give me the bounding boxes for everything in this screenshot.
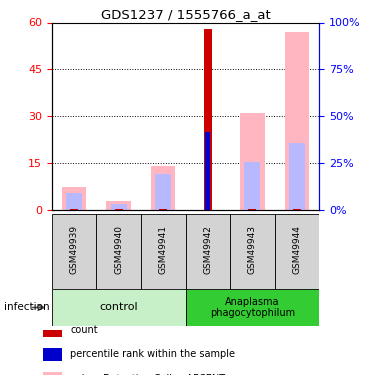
Bar bbox=[115, 209, 123, 210]
Text: GSM49941: GSM49941 bbox=[159, 225, 168, 274]
Text: GSM49939: GSM49939 bbox=[70, 225, 79, 274]
Bar bbox=[159, 209, 167, 210]
Title: GDS1237 / 1555766_a_at: GDS1237 / 1555766_a_at bbox=[101, 8, 270, 21]
Bar bbox=[155, 174, 171, 210]
Bar bbox=[96, 214, 141, 289]
Bar bbox=[275, 214, 319, 289]
Bar bbox=[285, 32, 309, 210]
Text: GSM49943: GSM49943 bbox=[248, 225, 257, 274]
Text: Anaplasma
phagocytophilum: Anaplasma phagocytophilum bbox=[210, 297, 295, 318]
Text: percentile rank within the sample: percentile rank within the sample bbox=[70, 350, 235, 359]
Text: GSM49944: GSM49944 bbox=[292, 225, 301, 274]
Bar bbox=[106, 201, 131, 210]
Text: count: count bbox=[70, 325, 98, 335]
Bar bbox=[43, 348, 62, 361]
Text: GSM49942: GSM49942 bbox=[203, 225, 212, 274]
Bar bbox=[204, 29, 212, 210]
Text: infection: infection bbox=[4, 303, 49, 312]
Text: value, Detection Call = ABSENT: value, Detection Call = ABSENT bbox=[70, 374, 225, 375]
Bar bbox=[52, 289, 186, 326]
Bar bbox=[62, 187, 86, 210]
Bar bbox=[186, 214, 230, 289]
Bar bbox=[52, 214, 96, 289]
Bar bbox=[43, 323, 62, 337]
Text: control: control bbox=[99, 303, 138, 312]
Bar bbox=[289, 143, 305, 210]
Bar bbox=[70, 209, 78, 210]
Bar bbox=[230, 214, 275, 289]
Bar bbox=[111, 204, 127, 210]
Bar bbox=[293, 209, 301, 210]
Bar bbox=[205, 132, 210, 210]
Bar bbox=[43, 372, 62, 375]
Bar bbox=[66, 193, 82, 210]
Bar bbox=[248, 209, 256, 210]
Bar bbox=[186, 289, 319, 326]
Bar bbox=[244, 162, 260, 210]
Bar bbox=[240, 113, 265, 210]
Bar bbox=[141, 214, 186, 289]
Text: GSM49940: GSM49940 bbox=[114, 225, 123, 274]
Bar bbox=[151, 166, 175, 210]
